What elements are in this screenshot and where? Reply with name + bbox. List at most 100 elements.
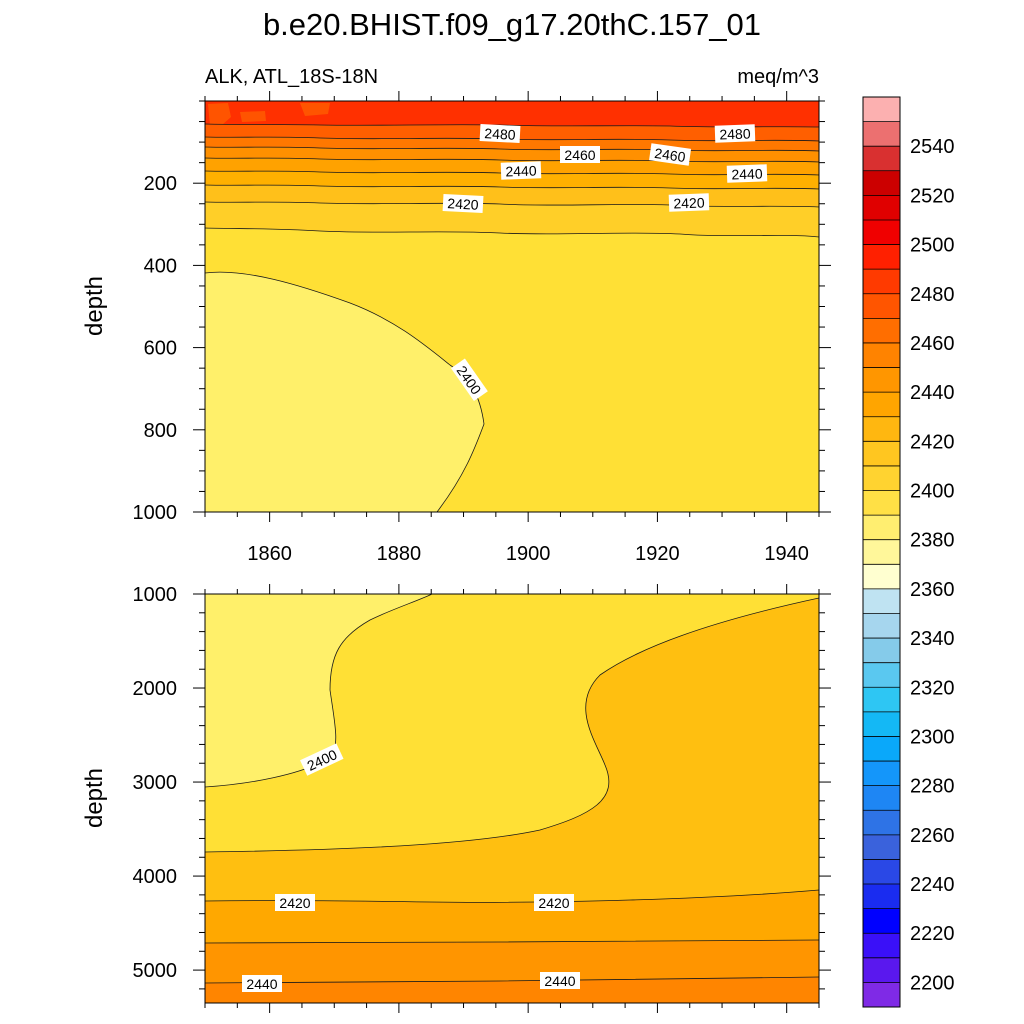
colorbar-tick-label: 2320 xyxy=(910,677,955,699)
colorbar-tick-label: 2260 xyxy=(910,825,955,847)
colorbar-swatch xyxy=(863,293,900,319)
colorbar-swatch xyxy=(863,416,900,442)
colorbar-tick-label: 2300 xyxy=(910,726,955,748)
lower-panel: 2400 2420 2420 2440 2440 1000 2000 3000 400… xyxy=(81,584,831,1013)
contour-label: 2420 xyxy=(673,194,705,211)
upper-panel: 2480 2480 2460 2460 2440 2440 xyxy=(81,91,831,565)
contour-label: 2460 xyxy=(564,147,595,163)
colorbar-tick-label: 2540 xyxy=(910,136,955,158)
y-tick-label: 5000 xyxy=(133,960,178,982)
upper-axes: 1860 1880 1900 1920 1940 200 400 600 800 1000 xyxy=(133,91,831,565)
colorbar-tick-label: 2240 xyxy=(910,874,955,896)
contour-label: 2440 xyxy=(246,976,277,992)
x-tick-label: 1940 xyxy=(764,543,809,565)
colorbar-swatch xyxy=(863,982,900,1008)
colorbar-tick-label: 2420 xyxy=(910,431,955,453)
colorbar-tick-label: 2460 xyxy=(910,333,955,355)
colorbar-swatch xyxy=(863,662,900,688)
colorbar-swatch xyxy=(863,219,900,245)
colorbar-swatch xyxy=(863,342,900,368)
fill-band-2390-2400 xyxy=(205,594,432,787)
x-tick-label: 1900 xyxy=(506,543,551,565)
colorbar-swatch xyxy=(863,810,900,836)
colorbar-swatch xyxy=(863,318,900,344)
colorbar-swatch xyxy=(863,613,900,639)
fill-band-2390-2400 xyxy=(205,272,484,512)
colorbar-frame xyxy=(862,96,901,1008)
contour-label: 2480 xyxy=(484,125,516,143)
colorbar-swatch xyxy=(863,367,900,393)
contour-label: 2420 xyxy=(279,895,310,911)
colorbar-swatch xyxy=(863,711,900,737)
colorbar-swatch xyxy=(863,539,900,565)
colorbar-tick-label: 2500 xyxy=(910,235,955,257)
colorbar-tick-label: 2360 xyxy=(910,579,955,601)
colorbar-swatch xyxy=(863,195,900,221)
colorbar-swatch xyxy=(863,785,900,811)
colorbar: 2200 2220 2240 2260 2280 2300 2320 2340 2360 2380… xyxy=(862,96,955,1008)
y-tick-label: 4000 xyxy=(133,866,178,888)
contour-label: 2460 xyxy=(653,145,686,165)
y-tick-label: 1000 xyxy=(133,502,178,524)
colorbar-tick-label: 2280 xyxy=(910,776,955,798)
upper-contour-labels: 2480 2480 2460 2460 2440 2440 xyxy=(442,123,768,401)
lower-y-axis-label: depth xyxy=(81,768,108,828)
contour-label: 2420 xyxy=(447,195,479,213)
colorbar-tick-label: 2480 xyxy=(910,284,955,306)
colorbar-swatch xyxy=(863,834,900,860)
chart-subtitle-left: ALK, ATL_18S-18N xyxy=(205,66,378,88)
colorbar-tick-label: 2520 xyxy=(910,185,955,207)
y-tick-label: 1000 xyxy=(133,584,178,606)
colorbar-swatch xyxy=(863,687,900,713)
contour-label: 2440 xyxy=(505,162,537,179)
contour-label: 2480 xyxy=(719,125,751,142)
fill-band-2440-2450 xyxy=(205,977,819,1003)
colorbar-swatch xyxy=(863,146,900,172)
colorbar-swatch xyxy=(863,884,900,909)
colorbar-swatch xyxy=(863,957,900,983)
colorbar-swatch xyxy=(863,392,900,418)
y-tick-label: 2000 xyxy=(133,678,178,700)
y-tick-label: 3000 xyxy=(133,772,178,794)
colorbar-swatch xyxy=(863,761,900,786)
chart-title: b.e20.BHIST.f09_g17.20thC.157_01 xyxy=(263,7,761,42)
colorbar-swatch xyxy=(863,515,900,541)
colorbar-swatch xyxy=(863,97,900,122)
colorbar-tick-label: 2380 xyxy=(910,530,955,552)
contour-label: 2440 xyxy=(544,973,575,989)
contour-label: 2440 xyxy=(731,165,763,182)
colorbar-tick-label: 2220 xyxy=(910,923,955,945)
colorbar-tick-label: 2340 xyxy=(910,628,955,650)
colorbar-swatch xyxy=(863,465,900,491)
colorbar-swatch xyxy=(863,244,900,270)
lower-axes: 1000 2000 3000 4000 5000 xyxy=(133,584,831,1013)
colorbar-tick-label: 2200 xyxy=(910,972,955,994)
contour-label: 2420 xyxy=(538,895,569,911)
chart-subtitle-units: meq/m^3 xyxy=(737,66,819,88)
y-tick-label: 200 xyxy=(144,173,177,195)
colorbar-swatch xyxy=(863,859,900,885)
x-tick-label: 1880 xyxy=(377,543,422,565)
colorbar-swatch xyxy=(863,564,900,590)
colorbar-tick-label: 2400 xyxy=(910,481,955,503)
fill-band-2400-2410 xyxy=(205,594,819,852)
colorbar-swatch xyxy=(863,269,900,295)
upper-y-axis-label: depth xyxy=(81,276,108,336)
colorbar-swatch xyxy=(863,736,900,762)
colorbar-swatch xyxy=(863,588,900,614)
y-tick-label: 400 xyxy=(144,255,177,277)
colorbar-swatch xyxy=(863,170,900,196)
x-tick-label: 1860 xyxy=(247,543,292,565)
y-tick-label: 800 xyxy=(144,420,177,442)
fill-band-2480-2490 xyxy=(205,101,819,127)
colorbar-swatch xyxy=(863,638,900,663)
colorbar-swatch xyxy=(863,908,900,934)
x-tick-label: 1920 xyxy=(635,543,680,565)
colorbar-swatch xyxy=(863,121,900,147)
colorbar-swatch xyxy=(863,933,900,959)
fill-band-2490-2500 xyxy=(208,103,330,126)
colorbar-swatch xyxy=(863,490,900,516)
lower-contour-labels: 2400 2420 2420 2440 2440 xyxy=(242,743,580,992)
y-tick-label: 600 xyxy=(144,338,177,360)
